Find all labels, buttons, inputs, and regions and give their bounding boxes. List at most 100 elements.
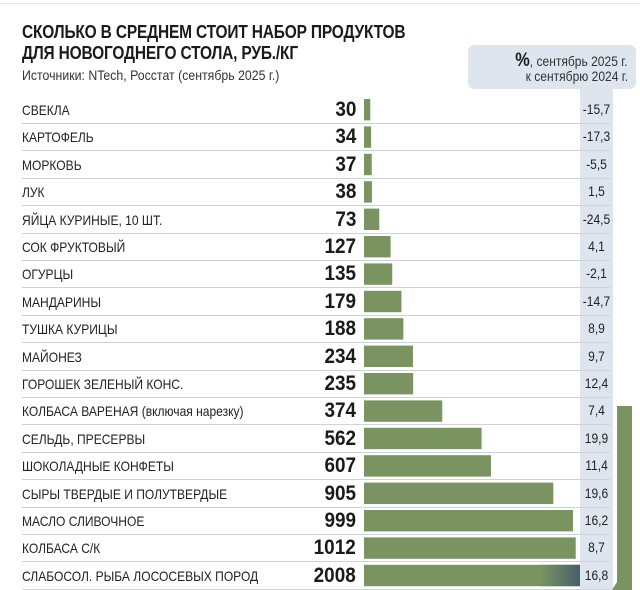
category-label: ЛУК xyxy=(22,184,45,201)
category-label: КОЛБАСА ВАРЕНАЯ (включая нарезку) xyxy=(22,403,244,420)
value-label: 2008 xyxy=(313,563,356,587)
bar xyxy=(364,181,372,203)
table-row: МАСЛО СЛИВОЧНОЕ 999 16,2 xyxy=(22,507,610,535)
top-divider xyxy=(0,3,640,4)
change-header-line-1: %, сентябрь 2025 г. xyxy=(516,50,628,72)
change-label: 8,9 xyxy=(588,320,605,337)
change-label: 19,9 xyxy=(584,429,609,446)
category-label: ЯЙЦА КУРИНЫЕ, 10 ШТ. xyxy=(22,211,163,228)
bar xyxy=(364,263,393,285)
change-label: 4,1 xyxy=(588,238,605,254)
change-label: 7,4 xyxy=(588,402,605,419)
table-row: СЫРЫ ТВЕРДЫЕ И ПОЛУТВЕРДЫЕ 905 19,6 xyxy=(22,480,610,508)
change-label: -2,1 xyxy=(586,265,607,282)
value-label: 562 xyxy=(324,426,356,450)
category-label: ШОКОЛАДНЫЕ КОНФЕТЫ xyxy=(22,458,174,475)
table-row: ТУШКА КУРИЦЫ 188 8,9 xyxy=(22,315,610,344)
bar xyxy=(364,290,402,313)
value-label: 37 xyxy=(334,152,356,176)
bar xyxy=(364,537,576,559)
category-label: ОГУРЦЫ xyxy=(22,266,74,283)
value-label: 34 xyxy=(334,125,356,149)
bar xyxy=(364,455,491,477)
category-label: МАСЛО СЛИВОЧНОЕ xyxy=(22,513,145,529)
category-label: КОЛБАСА С/К xyxy=(22,540,101,557)
bar xyxy=(364,99,371,121)
bar xyxy=(364,482,554,504)
bar xyxy=(364,373,414,395)
chart-title: СКОЛЬКО В СРЕДНЕМ СТОИТ НАБОР ПРОДУКТОВ … xyxy=(22,22,406,64)
change-label: 9,7 xyxy=(588,347,605,364)
value-label: 235 xyxy=(324,372,356,395)
category-label: ТУШКА КУРИЦЫ xyxy=(22,321,118,338)
change-label: 11,4 xyxy=(585,457,608,474)
bar xyxy=(364,427,482,450)
bar xyxy=(364,208,380,230)
bar xyxy=(364,400,443,422)
bar xyxy=(364,345,413,367)
bar-overflow-shade xyxy=(540,564,580,587)
table-row: СОК ФРУКТОВЫЙ 127 4,1 xyxy=(22,233,610,261)
table-row: КОЛБАСА С/К 1012 8,7 xyxy=(22,534,610,563)
table-row: МАЙОНЕЗ 234 9,7 xyxy=(22,343,610,371)
change-header-line-2: к сентябрю 2024 г. xyxy=(525,68,628,84)
change-label: 19,6 xyxy=(584,484,609,501)
table-row: СЕЛЬДЬ, ПРЕСЕРВЫ 562 19,9 xyxy=(22,425,610,453)
category-label: КАРТОФЕЛЬ xyxy=(22,129,94,146)
value-label: 999 xyxy=(324,509,356,532)
bar xyxy=(364,126,372,148)
table-row: ШОКОЛАДНЫЕ КОНФЕТЫ 607 11,4 xyxy=(22,452,610,481)
change-label: 16,2 xyxy=(584,512,609,528)
bar xyxy=(364,564,580,587)
value-label: 179 xyxy=(324,289,356,313)
change-label: 12,4 xyxy=(584,375,609,391)
change-label: -15,7 xyxy=(582,101,611,117)
title-line-1: СКОЛЬКО В СРЕДНЕМ СТОИТ НАБОР ПРОДУКТОВ xyxy=(22,22,406,42)
table-row: КАРТОФЕЛЬ 34 -17,3 xyxy=(22,123,611,152)
category-label: МОРКОВЬ xyxy=(22,156,82,173)
table-row: ЯЙЦА КУРИНЫЕ, 10 ШТ. 73 -24,5 xyxy=(22,206,610,234)
category-label: СЫРЫ ТВЕРДЫЕ И ПОЛУТВЕРДЫЕ xyxy=(22,485,228,502)
value-label: 234 xyxy=(324,344,356,368)
value-label: 374 xyxy=(324,399,356,423)
change-label: -24,5 xyxy=(582,210,611,227)
percent-symbol: % xyxy=(515,50,531,71)
table-row: ГОРОШЕК ЗЕЛЕНЫЙ КОНС. 235 12,4 xyxy=(22,370,610,398)
change-label: -5,5 xyxy=(586,155,607,172)
chart-subtitle: Источники: NTech, Росстат (сентябрь 2025… xyxy=(22,67,280,83)
bar xyxy=(364,318,404,340)
value-label: 1012 xyxy=(313,536,356,560)
category-label: МАНДАРИНЫ xyxy=(22,293,101,310)
table-row: СВЕКЛА 30 -15,7 xyxy=(22,96,610,124)
bar xyxy=(364,153,372,176)
table-row: ОГУРЦЫ 135 -2,1 xyxy=(22,260,610,289)
category-label: СЕЛЬДЬ, ПРЕСЕРВЫ xyxy=(22,430,146,447)
value-label: 127 xyxy=(324,235,356,258)
value-label: 73 xyxy=(334,207,356,231)
title-line-2: ДЛЯ НОВОГОДНЕГО СТОЛА, РУБ./КГ xyxy=(22,43,298,63)
value-label: 607 xyxy=(324,454,356,478)
value-label: 188 xyxy=(324,317,356,341)
value-label: 905 xyxy=(324,481,356,505)
change-label: -14,7 xyxy=(582,292,611,309)
table-row: СЛАБОСОЛ. РЫБА ЛОСОСЕВЫХ ПОРОД 2008 16,8 xyxy=(22,562,610,590)
value-label: 30 xyxy=(334,98,356,121)
change-label: 1,5 xyxy=(588,183,605,200)
table-row: МОРКОВЬ 37 -5,5 xyxy=(22,151,610,179)
category-label: СОК ФРУКТОВЫЙ xyxy=(22,239,126,255)
table-row: МАНДАРИНЫ 179 -14,7 xyxy=(22,288,610,316)
bar-overflow-continuation xyxy=(612,406,632,590)
change-header-text-1: , сентябрь 2025 г. xyxy=(530,53,628,69)
category-label: МАЙОНЕЗ xyxy=(22,348,82,365)
bar xyxy=(364,236,391,258)
change-label: 16,8 xyxy=(584,566,609,583)
table-row: ЛУК 38 1,5 xyxy=(22,178,610,207)
change-column-header: %, сентябрь 2025 г. к сентябрю 2024 г. xyxy=(468,45,636,89)
change-label: -17,3 xyxy=(582,128,611,145)
category-label: СЛАБОСОЛ. РЫБА ЛОСОСЕВЫХ ПОРОД xyxy=(22,567,259,584)
table-row: КОЛБАСА ВАРЕНАЯ (включая нарезку) 374 7,4 xyxy=(22,397,610,426)
change-label: 8,7 xyxy=(588,539,605,556)
value-label: 38 xyxy=(334,180,356,204)
value-label: 135 xyxy=(324,262,356,286)
